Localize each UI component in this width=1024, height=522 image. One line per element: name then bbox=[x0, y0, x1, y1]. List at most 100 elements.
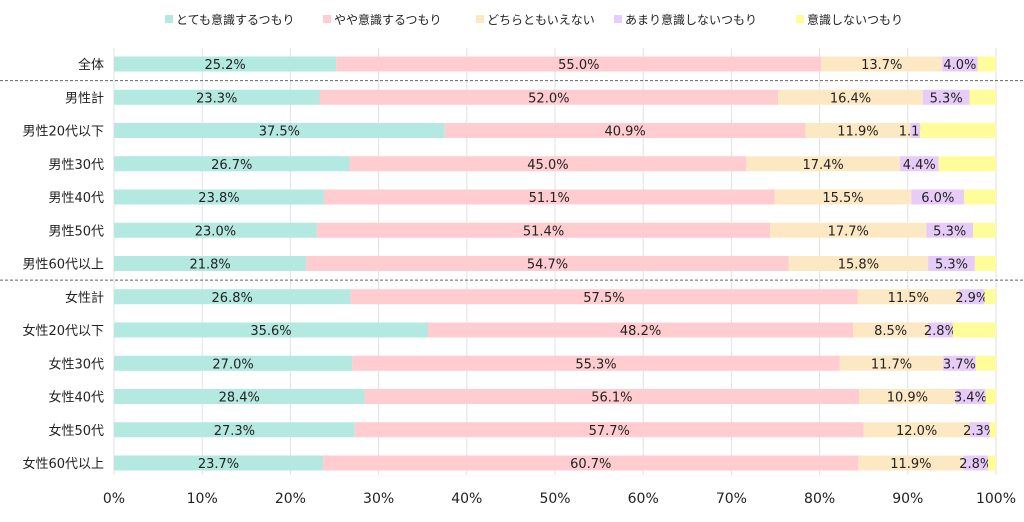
data-label: 51.4% bbox=[523, 224, 564, 239]
bar-segment bbox=[938, 156, 996, 172]
data-label: 11.7% bbox=[871, 357, 912, 372]
data-label: 23.8% bbox=[198, 191, 239, 206]
bar-segment bbox=[973, 222, 996, 238]
bar-segment bbox=[928, 322, 953, 338]
category-label: 男性60代以上 bbox=[22, 258, 104, 273]
bar-segment bbox=[316, 222, 771, 238]
bar-segment bbox=[977, 56, 996, 72]
data-label: 57.5% bbox=[583, 291, 624, 306]
bar-segment bbox=[114, 289, 351, 305]
data-label: 3.4% bbox=[954, 391, 987, 406]
bar-segment bbox=[975, 355, 996, 371]
data-label: 5.3% bbox=[930, 91, 963, 106]
legend: とても意識するつもり やや意識するつもり どちらともいえない あまり意識しないつもり 意… bbox=[165, 12, 903, 27]
bar-segment bbox=[427, 322, 854, 338]
data-label: 40.9% bbox=[604, 125, 645, 140]
bar-segment bbox=[964, 189, 996, 205]
data-label: 2.9% bbox=[955, 291, 988, 306]
bar-segment bbox=[774, 189, 912, 205]
bar-segment bbox=[323, 455, 859, 471]
bar-segment bbox=[910, 123, 921, 138]
legend-swatch bbox=[476, 15, 484, 23]
bar-segment bbox=[863, 422, 970, 438]
bar-segment bbox=[963, 455, 989, 471]
bar-segment bbox=[778, 89, 923, 105]
x-tick-label: 20% bbox=[275, 491, 306, 507]
bar-segment bbox=[444, 123, 806, 138]
data-label: 26.7% bbox=[211, 158, 252, 173]
bar-segment bbox=[350, 289, 858, 305]
x-tick-label: 60% bbox=[628, 491, 659, 507]
category-label: 男性計 bbox=[65, 90, 104, 106]
bar-segment bbox=[114, 322, 428, 338]
data-label: 55.0% bbox=[558, 58, 599, 73]
data-label: 54.7% bbox=[527, 258, 568, 273]
data-label: 23.7% bbox=[198, 457, 239, 472]
data-label: 21.8% bbox=[189, 258, 230, 273]
bar-segment bbox=[770, 222, 927, 238]
bar-segment bbox=[859, 389, 956, 404]
bar-segment bbox=[114, 89, 320, 105]
bar-segment bbox=[942, 56, 978, 72]
data-label: 23.3% bbox=[196, 91, 237, 106]
bar-segment bbox=[899, 156, 939, 172]
bar-segment bbox=[114, 222, 317, 238]
data-label: 26.8% bbox=[212, 291, 253, 306]
data-label: 48.2% bbox=[620, 324, 661, 339]
bar-segment bbox=[857, 289, 959, 305]
data-label: 13.7% bbox=[861, 58, 902, 73]
data-label: 37.5% bbox=[259, 125, 300, 140]
bar-segment bbox=[858, 455, 964, 471]
category-label: 全体 bbox=[78, 57, 104, 73]
data-label: 11.9% bbox=[837, 125, 878, 140]
legend-label: あまり意識しないつもり bbox=[625, 12, 757, 27]
bar-segment bbox=[114, 355, 353, 371]
category-label: 男性30代 bbox=[48, 158, 104, 173]
bar-segment bbox=[943, 355, 976, 371]
bar-segment bbox=[306, 256, 789, 271]
x-tick-label: 40% bbox=[451, 491, 482, 507]
bar-segment bbox=[114, 56, 337, 72]
category-label: 男性40代 bbox=[48, 191, 104, 206]
bar-segment bbox=[364, 389, 860, 404]
bar-segment bbox=[969, 422, 990, 438]
data-label: 57.7% bbox=[589, 424, 630, 439]
legend-swatch bbox=[796, 15, 804, 23]
x-tick-label: 30% bbox=[363, 491, 394, 507]
bar-segment bbox=[952, 322, 996, 338]
data-label: 56.1% bbox=[591, 391, 632, 406]
data-label: 10.9% bbox=[887, 391, 928, 406]
data-label: 6.0% bbox=[921, 191, 954, 206]
data-label: 8.5% bbox=[874, 324, 907, 339]
legend-swatch bbox=[165, 15, 173, 23]
bar-segment bbox=[922, 89, 970, 105]
bar-segment bbox=[114, 455, 324, 471]
x-tick-label: 10% bbox=[187, 491, 218, 507]
category-label: 女性30代 bbox=[48, 356, 104, 372]
data-label: 11.9% bbox=[890, 457, 931, 472]
data-label: 4.0% bbox=[943, 58, 976, 73]
x-tick-label: 0% bbox=[103, 491, 125, 507]
legend-swatch bbox=[323, 15, 331, 23]
data-label: 11.5% bbox=[888, 291, 929, 306]
bar-segment bbox=[911, 189, 965, 205]
bar-segment bbox=[984, 289, 996, 305]
data-label: 3.7% bbox=[943, 357, 976, 372]
data-label: 2.8% bbox=[959, 457, 992, 472]
bar-segment bbox=[821, 56, 943, 72]
bar-segment bbox=[985, 389, 996, 404]
data-label: 60.7% bbox=[570, 457, 611, 472]
data-label: 27.3% bbox=[214, 424, 255, 439]
data-label: 17.4% bbox=[802, 158, 843, 173]
data-label: 51.1% bbox=[529, 191, 570, 206]
bar-segment bbox=[114, 189, 324, 205]
bar-segment bbox=[853, 322, 929, 338]
data-label: 27.0% bbox=[212, 357, 253, 372]
bar-segment bbox=[354, 422, 864, 438]
data-label: 4.4% bbox=[903, 158, 936, 173]
x-tick-label: 80% bbox=[804, 491, 835, 507]
bar-segment bbox=[974, 256, 996, 271]
bar-segment bbox=[805, 123, 911, 138]
data-label: 23.0% bbox=[195, 224, 236, 239]
